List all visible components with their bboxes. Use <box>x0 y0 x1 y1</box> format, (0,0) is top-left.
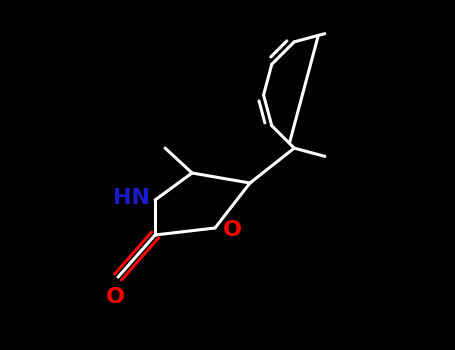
Text: HN: HN <box>113 188 150 208</box>
Text: O: O <box>223 220 242 240</box>
Text: O: O <box>106 287 125 307</box>
